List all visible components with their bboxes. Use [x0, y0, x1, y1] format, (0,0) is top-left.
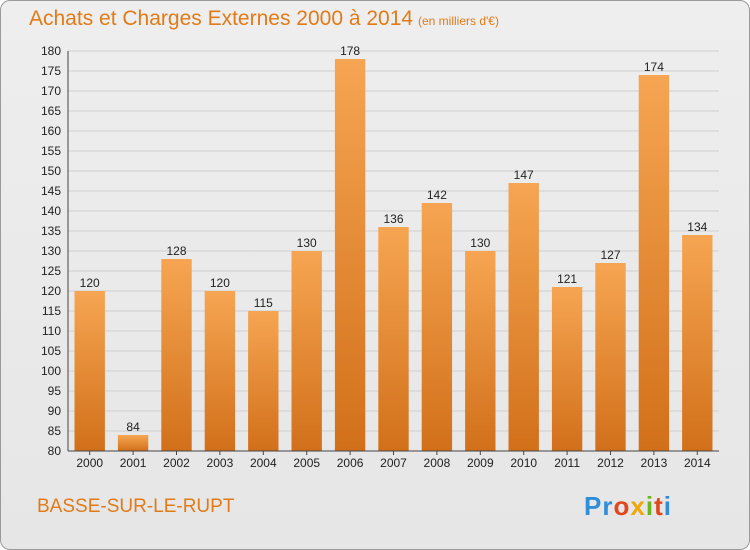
y-tick-label: 120 [41, 284, 61, 298]
y-tick-label: 180 [41, 44, 61, 58]
chart-unit: (en milliers d'€) [418, 14, 499, 28]
bar-value-label: 120 [80, 276, 100, 290]
y-tick-label: 150 [41, 164, 61, 178]
y-tick-label: 85 [48, 424, 62, 438]
y-tick-label: 115 [42, 304, 61, 318]
proxiti-logo: Proxiti [584, 491, 672, 522]
logo-part: i [663, 491, 672, 521]
y-tick-label: 90 [48, 404, 62, 418]
bar-value-label: 130 [470, 236, 490, 250]
bar-value-label: 134 [687, 220, 707, 234]
bar [421, 203, 453, 451]
y-tick-label: 125 [41, 264, 61, 278]
logo-part: x [630, 491, 646, 521]
bar [682, 235, 713, 451]
x-tick-label: 2006 [337, 456, 364, 470]
bar-value-label: 121 [557, 272, 577, 286]
bar [204, 291, 236, 451]
y-tick-label: 175 [41, 64, 61, 78]
bar [378, 227, 409, 451]
x-tick-label: 2004 [250, 456, 277, 470]
y-tick-label: 80 [48, 444, 62, 458]
y-tick-label: 170 [41, 84, 61, 98]
commune-name: BASSE-SUR-LE-RUPT [37, 496, 235, 517]
y-tick-label: 100 [41, 364, 61, 378]
x-tick-label: 2007 [380, 456, 407, 470]
x-tick-label: 2014 [684, 456, 711, 470]
y-tick-label: 155 [41, 144, 61, 158]
y-tick-label: 140 [41, 204, 61, 218]
logo-part: t [654, 491, 664, 521]
y-axis: 80 85 90 95 100 105 110 115 120 125 130 135 140 145 15… [41, 44, 69, 458]
bar-value-label: 174 [644, 60, 664, 74]
bar [595, 263, 626, 451]
y-tick-label: 145 [41, 184, 61, 198]
x-tick-label: 2012 [597, 456, 624, 470]
bar-value-label: 128 [166, 244, 186, 258]
x-axis: 2000 2001 2002 2003 2004 2005 2006 2007 2008 2009… [68, 450, 719, 470]
bar [117, 435, 149, 451]
bar-value-label: 142 [427, 188, 447, 202]
x-tick-label: 2011 [554, 456, 580, 470]
x-tick-label: 2009 [467, 456, 494, 470]
y-tick-label: 110 [42, 324, 61, 338]
bar [248, 311, 279, 451]
y-tick-label: 95 [48, 384, 62, 398]
bar [465, 251, 496, 451]
bars: 120 84 128 120 115 130 178 136 142 130 147 121 127 17… [74, 44, 713, 451]
bar-value-label: 115 [254, 296, 273, 310]
logo-part: o [613, 491, 631, 521]
y-tick-label: 135 [41, 224, 61, 238]
x-tick-label: 2001 [120, 456, 147, 470]
bar [291, 251, 322, 451]
y-tick-label: 130 [41, 244, 61, 258]
x-tick-label: 2005 [293, 456, 320, 470]
x-tick-label: 2003 [207, 456, 234, 470]
y-tick-label: 165 [41, 104, 61, 118]
logo-part: Pr [584, 491, 614, 521]
bar [551, 287, 583, 451]
bar-value-label: 127 [600, 248, 620, 262]
bar-value-label: 120 [210, 276, 230, 290]
bar-value-label: 130 [297, 236, 317, 250]
chart-title: Achats et Charges Externes 2000 à 2014 [29, 7, 414, 30]
bar [334, 59, 366, 451]
bar-value-label: 84 [126, 420, 140, 434]
bar [161, 259, 192, 451]
logo-part: i [645, 491, 655, 521]
bar [638, 75, 670, 451]
x-tick-label: 2010 [510, 456, 537, 470]
x-tick-label: 2013 [641, 456, 668, 470]
x-tick-label: 2002 [163, 456, 190, 470]
y-tick-label: 105 [41, 344, 61, 358]
y-tick-label: 160 [41, 124, 61, 138]
bar [74, 291, 105, 451]
x-tick-label: 2008 [424, 456, 451, 470]
bar-value-label: 136 [383, 212, 403, 226]
bar [508, 183, 539, 451]
bar-value-label: 178 [340, 44, 360, 58]
bar-value-label: 147 [514, 168, 534, 182]
x-tick-label: 2000 [76, 456, 103, 470]
